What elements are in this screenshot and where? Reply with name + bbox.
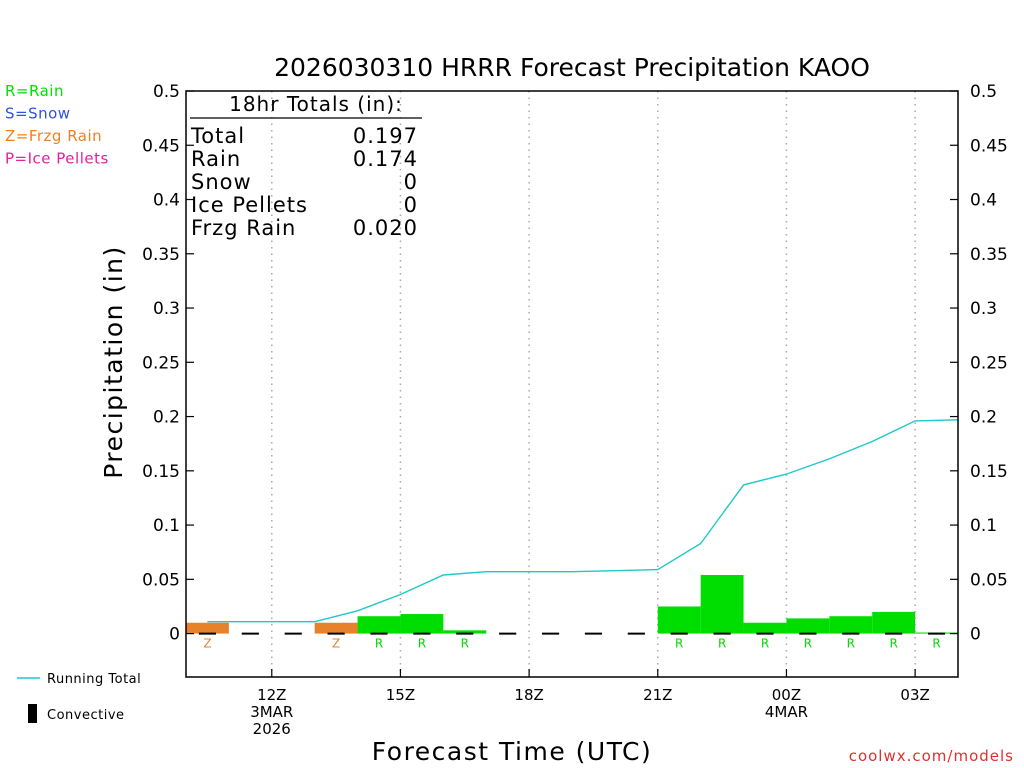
y-tick-label: 0.45 (970, 136, 1008, 156)
running-total-legend-label: Running Total (47, 672, 141, 687)
precip-bar (357, 616, 401, 634)
precip-bar (443, 630, 487, 634)
y-tick-label: 0 (970, 625, 981, 645)
bar-type-label: R (761, 637, 769, 651)
bar-type-label: Z (332, 637, 340, 651)
line-legend: Running Total Convective (17, 672, 141, 723)
x-axis-label: Forecast Time (UTC) (372, 737, 652, 766)
totals-row-label: Rain (191, 147, 241, 171)
totals-row-label: Snow (191, 170, 252, 194)
chart-title: 2026030310 HRRR Forecast Precipitation K… (274, 53, 870, 82)
precip-bar (829, 616, 873, 634)
y-axis-label: Precipitation (in) (99, 245, 128, 479)
convective-legend-swatch (28, 704, 37, 723)
convective-legend-label: Convective (47, 708, 125, 723)
y-tick-label: 0.1 (970, 516, 997, 536)
y-axis-right: 0 0.05 0.1 0.15 0.2 0.25 0.3 0.35 0.4 0.45 0.5 (950, 82, 1008, 645)
x-tick-label: 4MAR (765, 703, 808, 721)
totals-row-value: 0.020 (353, 216, 418, 240)
y-axis-left: 0 0.05 0.1 0.15 0.2 0.25 0.3 0.35 0.4 0.45 0.5 (142, 82, 194, 645)
y-tick-label: 0.3 (153, 299, 180, 319)
y-tick-label: 0 (169, 625, 180, 645)
totals-row-value: 0 (404, 170, 418, 194)
precip-bar (314, 622, 358, 634)
y-tick-label: 0.2 (153, 408, 180, 428)
type-legend: R=Rain S=Snow Z=Frzg Rain P=Ice Pellets (5, 82, 109, 168)
precip-bar (657, 606, 701, 634)
plot-frame (185, 90, 959, 678)
x-tick-label: 21Z (643, 686, 672, 704)
precip-bar (872, 611, 916, 634)
bar-type-label: R (718, 637, 726, 651)
y-tick-label: 0.05 (970, 570, 1008, 590)
grid-lines (271, 91, 916, 677)
x-tick-label: 2026 (253, 720, 291, 738)
bar-type-label: R (461, 637, 469, 651)
bars (186, 574, 958, 634)
y-tick-label: 0.15 (142, 462, 180, 482)
y-tick-label: 0.45 (142, 136, 180, 156)
y-tick-label: 0.25 (970, 353, 1008, 373)
y-tick-label: 0.3 (970, 299, 997, 319)
totals-row-label: Frzg Rain (191, 216, 296, 240)
type-legend-item: R=Rain (5, 82, 64, 100)
totals-row-label: Ice Pellets (191, 193, 308, 217)
x-tick-label: 3MAR (250, 703, 293, 721)
y-tick-label: 0.2 (970, 408, 997, 428)
bar-type-label: R (889, 637, 897, 651)
precip-bar (400, 614, 444, 634)
x-tick-label: 12Z (257, 686, 286, 704)
bar-type-label: R (375, 637, 383, 651)
bar-type-label: R (418, 637, 426, 651)
running-total-line (207, 419, 959, 623)
totals-heading: 18hr Totals (in): (229, 92, 403, 116)
x-tick-label: 00Z (772, 686, 801, 704)
y-tick-label: 0.05 (142, 570, 180, 590)
y-tick-label: 0.4 (970, 191, 997, 211)
y-tick-label: 0.25 (142, 353, 180, 373)
type-legend-item: Z=Frzg Rain (5, 127, 102, 145)
totals-row-label: Total (190, 124, 245, 148)
bar-type-label: Z (203, 637, 211, 651)
y-tick-label: 0.5 (153, 82, 180, 102)
x-tick-label: 15Z (386, 686, 415, 704)
totals-row-value: 0.197 (353, 124, 418, 148)
y-tick-label: 0.1 (153, 516, 180, 536)
precip-bar (743, 622, 787, 634)
totals-row-value: 0 (404, 193, 418, 217)
y-tick-label: 0.15 (970, 462, 1008, 482)
x-tick-label: 18Z (514, 686, 543, 704)
y-tick-label: 0.4 (153, 191, 180, 211)
bar-type-label: R (675, 637, 683, 651)
y-tick-label: 0.5 (970, 82, 997, 102)
y-tick-label: 0.35 (970, 245, 1008, 265)
precip-bar (186, 622, 229, 634)
totals-box: 18hr Totals (in): Total 0.197 Rain 0.174 Sno… (190, 92, 422, 240)
type-legend-item: P=Ice Pellets (5, 150, 109, 168)
bar-type-label: R (847, 637, 855, 651)
totals-row-value: 0.174 (353, 147, 418, 171)
y-tick-label: 0.35 (142, 245, 180, 265)
x-tick-label: 03Z (900, 686, 929, 704)
credit-text: coolwx.com/models (849, 747, 1014, 765)
bar-type-label: R (932, 637, 940, 651)
precip-bar (700, 574, 744, 634)
precip-bar (786, 618, 830, 634)
type-legend-item: S=Snow (5, 105, 71, 123)
bar-type-label: R (804, 637, 812, 651)
